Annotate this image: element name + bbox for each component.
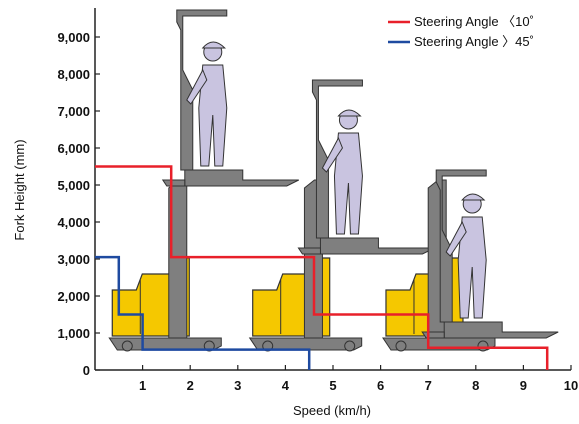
series-line-steering-angle-under-10 — [95, 165, 549, 370]
x-ticks: 1 2 3 4 5 6 7 8 9 10 — [139, 365, 578, 393]
legend-label-steering-angle-over-45: Steering Angle 〉45˚ — [414, 34, 534, 49]
y-tick-label: 8,000 — [57, 67, 90, 82]
x-tick-label: 2 — [187, 378, 194, 393]
y-tick-label: 7,000 — [57, 104, 90, 119]
y-ticks: 0 1,000 2,000 3,000 4,000 5,000 6,000 7,000 8,00… — [57, 30, 100, 378]
legend-label-steering-angle-under-10: Steering Angle 〈10˚ — [414, 14, 534, 29]
x-tick-label: 3 — [234, 378, 241, 393]
forklift-mast-3 — [421, 169, 559, 339]
x-tick-label: 6 — [377, 378, 384, 393]
x-tick-label: 5 — [329, 378, 336, 393]
x-tick-label: 8 — [472, 378, 479, 393]
y-tick-label: 2,000 — [57, 289, 90, 304]
x-tick-label: 4 — [282, 378, 290, 393]
y-tick-label: 0 — [83, 363, 90, 378]
legend: Steering Angle 〈10˚ Steering Angle 〉45˚ — [388, 14, 534, 49]
operator-figure — [186, 41, 228, 167]
x-tick-label: 9 — [520, 378, 527, 393]
forklift-truck-1 — [108, 257, 222, 352]
y-axis-label: Fork Height (mm) — [12, 139, 27, 240]
x-tick-label: 7 — [425, 378, 432, 393]
y-tick-label: 5,000 — [57, 178, 90, 193]
forklift-mast-1 — [161, 9, 300, 339]
y-tick-label: 1,000 — [57, 326, 90, 341]
y-tick-label: 6,000 — [57, 141, 90, 156]
forklift-illustrations — [108, 9, 559, 352]
operator-figure — [321, 109, 363, 235]
x-tick-label: 10 — [564, 378, 578, 393]
y-tick-label: 4,000 — [57, 215, 90, 230]
operator-figure — [445, 193, 487, 319]
series-lines — [95, 165, 549, 370]
y-tick-label: 9,000 — [57, 30, 90, 45]
x-axis-label: Speed (km/h) — [293, 403, 371, 418]
x-tick-label: 1 — [139, 378, 146, 393]
y-tick-label: 3,000 — [57, 252, 90, 267]
series-line-steering-angle-over-45 — [95, 255, 311, 370]
